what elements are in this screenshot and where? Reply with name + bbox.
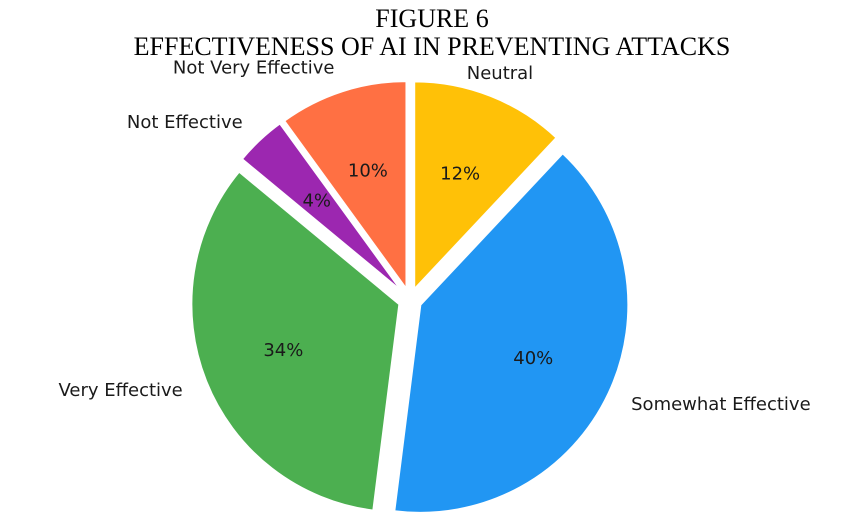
pct-label-neutral: 12% [440,163,480,184]
slice-label-somewhat-effective: Somewhat Effective [631,394,811,415]
pie-slice-neutral [413,80,559,292]
pct-label-very-effective: 34% [263,340,303,361]
pct-label-not-effective: 4% [302,191,331,212]
slice-label-not-effective: Not Effective [127,112,243,133]
pct-label-not-very-effective: 10% [348,160,388,181]
pie-slice-not-very-effective [282,80,408,293]
pie-slice-very-effective [190,170,401,512]
pie-slice-not-effective [240,121,403,293]
slice-label-neutral: Neutral [467,63,533,84]
pie-slice-somewhat-effective [393,151,630,514]
chart-title: EFFECTIVENESS OF AI IN PREVENTING ATTACK… [133,32,731,61]
pct-label-somewhat-effective: 40% [513,348,553,369]
figure-number: FIGURE 6 [375,4,489,33]
slice-label-very-effective: Very Effective [58,380,182,401]
slice-label-not-very-effective: Not Very Effective [173,58,335,79]
